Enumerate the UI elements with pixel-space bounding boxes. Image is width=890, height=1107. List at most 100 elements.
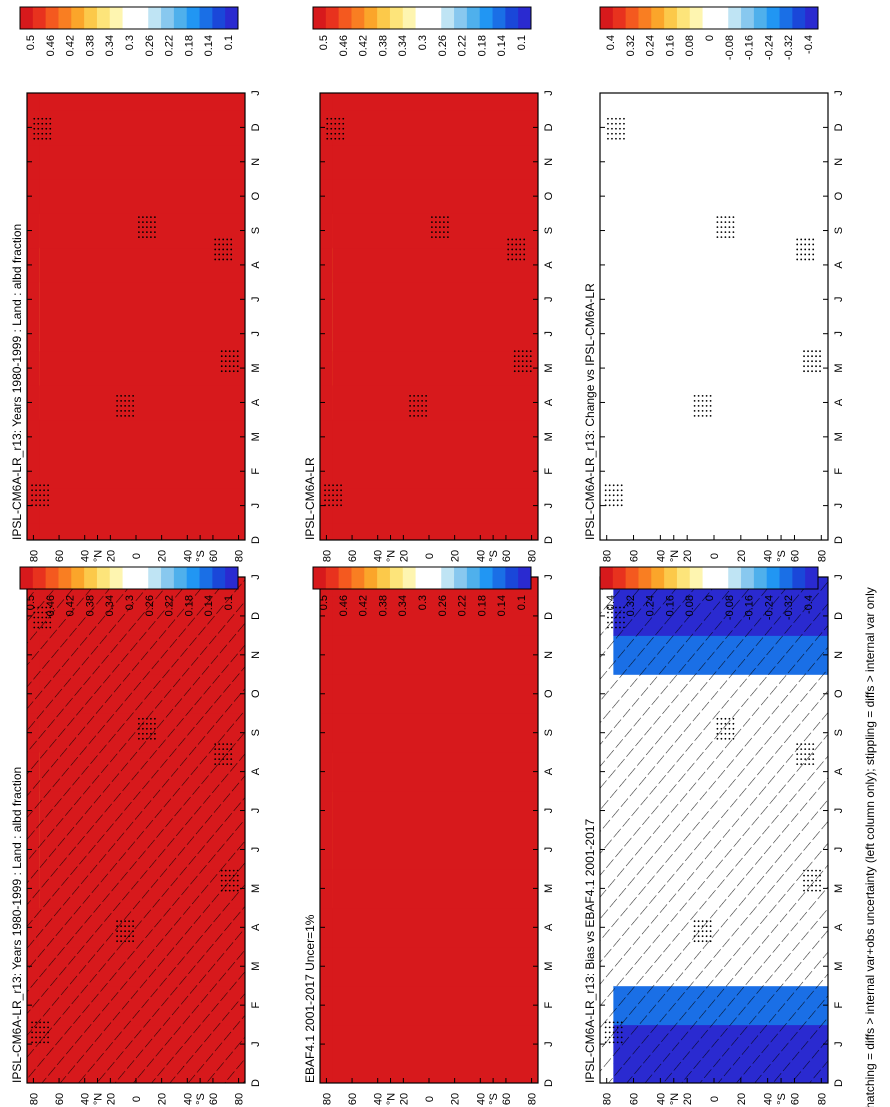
stipple-dot [800, 758, 803, 760]
stipple-dot [138, 722, 140, 725]
lat-tick-label: 40 [655, 550, 667, 562]
stipple-dot [45, 626, 48, 629]
stipple-dot [819, 869, 821, 872]
stipple-dot [230, 748, 233, 750]
lat-tick-label: 60 [208, 550, 220, 562]
colorbar-label: 0.4 [605, 595, 617, 610]
lat-tick-label: 80 [816, 550, 828, 562]
stipple-dot [33, 122, 36, 125]
stipple-dot [616, 484, 619, 487]
colorbar-label: 0.22 [457, 35, 469, 56]
stipple-dot [693, 415, 696, 417]
heat-cell [332, 1063, 539, 1084]
stipple-dot [328, 499, 330, 502]
stippling-overlay [604, 117, 821, 507]
lat-tick-label: 20 [157, 1093, 169, 1105]
colorbar-swatch [779, 7, 793, 29]
colorbar-swatch [84, 7, 98, 29]
stipple-dot [47, 489, 49, 492]
colorbar-swatch [58, 567, 72, 589]
stipple-dot [701, 415, 704, 417]
colorbar-swatch [638, 7, 652, 29]
stipple-dot [142, 727, 144, 730]
stipple-dot [819, 889, 821, 892]
stipple-dot [523, 258, 526, 261]
stipple-dot [222, 243, 225, 246]
stipple-dot [132, 920, 135, 923]
colorbar-swatch [415, 7, 429, 29]
stipple-dot [724, 722, 727, 725]
heat-cell [332, 946, 539, 987]
stipple-dot [409, 410, 411, 412]
stipple-dot [804, 238, 807, 241]
heat-cell [39, 488, 246, 524]
stipple-dot [697, 925, 700, 928]
colorbar-swatch [454, 567, 468, 589]
stipple-dot [819, 365, 821, 368]
stipple-dot [326, 122, 329, 125]
stipple-dot [443, 231, 445, 234]
stipple-dot [330, 122, 333, 125]
colorbar-swatch [161, 567, 175, 589]
stipple-dot [623, 127, 625, 130]
time-tick-label: O [250, 689, 262, 698]
stipple-dot [154, 717, 156, 720]
time-tick-label: M [833, 884, 845, 893]
stipple-dot [330, 132, 333, 135]
colorbar: 0.4 0.32 0.24 0.16 0.08 0 -0.08 -0.16 -0.24 -0.32… [599, 6, 819, 60]
stipple-dot [41, 626, 44, 629]
colorbar-swatch [20, 7, 34, 29]
stipple-dot [226, 238, 229, 241]
stipple-dot [120, 410, 122, 412]
stipple-dot [128, 935, 131, 938]
stipple-dot [709, 415, 712, 417]
stipple-dot [612, 504, 615, 507]
colorbar-swatch [689, 567, 703, 589]
stipple-dot [340, 489, 342, 492]
stipple-dot [49, 616, 52, 619]
stipple-dot [142, 226, 144, 229]
heat-cell [332, 110, 539, 146]
stipple-dot [220, 869, 223, 872]
stipple-dot [604, 1031, 607, 1034]
stipple-dot [519, 243, 522, 246]
heat-cell [332, 93, 539, 111]
time-tick-label: M [543, 962, 555, 971]
stipple-dot [132, 930, 135, 933]
stipple-dot [116, 925, 118, 928]
stipple-dot [332, 494, 334, 497]
stipple-dot [214, 243, 217, 246]
stipple-dot [443, 221, 445, 224]
stipple-dot [620, 504, 623, 507]
stipple-dot [230, 743, 233, 745]
stipple-dot [807, 869, 809, 872]
stipple-dot [328, 504, 330, 507]
heat-cell [332, 713, 539, 753]
stipple-dot [612, 1036, 615, 1039]
colorbar-label: 0.24 [645, 595, 657, 616]
heat-cell [657, 110, 829, 146]
stipple-dot [808, 753, 811, 755]
stipple-dot [523, 243, 526, 246]
stipple-dot [808, 748, 811, 750]
stipple-dot [236, 879, 239, 882]
hatching-overlay [27, 577, 245, 1083]
heat-cell [39, 178, 246, 214]
colorbar-frame [19, 566, 239, 590]
stippling-overlay [31, 117, 239, 507]
stipple-dot [716, 727, 719, 730]
stipple-dot [607, 127, 609, 130]
stipple-dot [511, 253, 514, 256]
colorbar-swatch [364, 7, 378, 29]
stipple-dot [226, 258, 229, 261]
time-tick-label: S [833, 227, 845, 234]
stipple-dot [120, 930, 122, 933]
stipple-dot [326, 117, 329, 120]
stipple-dot [728, 216, 731, 219]
stipple-dot [132, 400, 135, 402]
stipple-dot [146, 717, 148, 720]
stipple-dot [132, 405, 135, 407]
colorbar-swatch [664, 567, 678, 589]
stipple-dot [232, 365, 235, 368]
